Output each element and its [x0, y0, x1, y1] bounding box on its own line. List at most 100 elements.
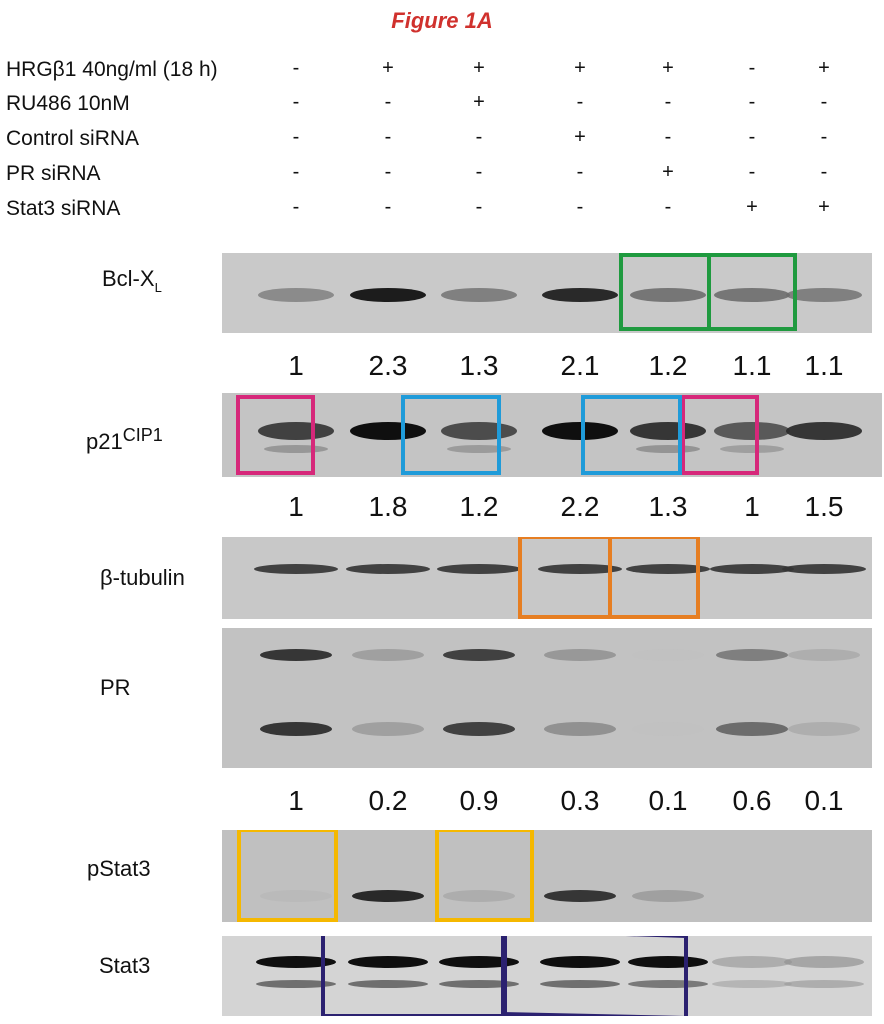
condition-mark: - — [576, 161, 584, 183]
band — [264, 445, 328, 453]
condition-mark: + — [662, 57, 674, 79]
condition-mark: - — [576, 91, 584, 113]
condition-mark: - — [748, 57, 756, 79]
stat3-blot — [222, 936, 872, 1016]
band — [443, 722, 515, 736]
quant-value: 1.3 — [648, 491, 688, 522]
condition-mark: - — [748, 126, 756, 148]
tubulin-label: β-tubulin — [100, 565, 185, 590]
band — [260, 890, 332, 902]
quant-value: 0.9 — [459, 785, 499, 816]
band — [441, 288, 517, 302]
condition-mark: - — [292, 57, 300, 79]
quant-value: 1 — [744, 491, 760, 522]
condition-mark: + — [662, 161, 674, 183]
condition-mark: + — [746, 196, 758, 218]
magenta-highlight-box — [681, 395, 759, 475]
quant-value: 1.2 — [648, 350, 688, 381]
p21-label: p21CIP1 — [86, 425, 163, 454]
band — [544, 649, 616, 661]
band — [720, 445, 784, 453]
green-highlight-box — [707, 253, 797, 331]
condition-mark: + — [818, 196, 830, 218]
stat3-label: Stat3 — [99, 953, 151, 978]
quant-value: 1.3 — [459, 350, 499, 381]
band — [628, 980, 708, 988]
condition-mark: + — [473, 91, 485, 113]
yellow-highlight-box — [237, 830, 338, 922]
condition-mark: - — [384, 91, 392, 113]
condition-mark: - — [475, 196, 483, 218]
cyan-highlight-box — [401, 395, 501, 475]
quant-value: 1 — [288, 350, 304, 381]
condition-label: RU486 10nM — [6, 92, 130, 115]
quant-value: 0.6 — [732, 785, 772, 816]
condition-mark: - — [820, 126, 828, 148]
band — [544, 722, 616, 736]
condition-mark: - — [576, 196, 584, 218]
condition-label: HRGβ1 40ng/ml (18 h) — [6, 58, 218, 81]
band — [441, 422, 517, 440]
blot-background — [222, 537, 872, 619]
condition-mark: - — [292, 196, 300, 218]
cyan-highlight-box — [581, 395, 682, 475]
quant-value: 0.3 — [560, 785, 600, 816]
band — [628, 956, 708, 968]
band — [782, 564, 866, 574]
band — [348, 980, 428, 988]
condition-mark: - — [664, 196, 672, 218]
band — [714, 422, 790, 440]
condition-mark: + — [473, 57, 485, 79]
condition-mark: - — [820, 161, 828, 183]
quant-value: 1 — [288, 785, 304, 816]
pstat3-label: pStat3 — [87, 856, 151, 881]
quant-value: 0.1 — [648, 785, 688, 816]
band — [788, 649, 860, 661]
band — [439, 956, 519, 968]
quant-value: 2.2 — [560, 491, 600, 522]
band — [630, 288, 706, 302]
band — [350, 288, 426, 302]
condition-mark: - — [292, 91, 300, 113]
quant-value: 1.1 — [732, 350, 772, 381]
figure-title: Figure 1A — [391, 8, 493, 33]
condition-mark: + — [574, 57, 586, 79]
band — [352, 890, 424, 902]
blot-background — [222, 830, 872, 922]
condition-mark: - — [384, 126, 392, 148]
pr-blot — [222, 628, 872, 768]
magenta-highlight-box — [236, 395, 315, 475]
band — [626, 564, 710, 574]
band — [632, 722, 704, 736]
band — [447, 445, 511, 453]
condition-mark: - — [664, 91, 672, 113]
band — [716, 722, 788, 736]
condition-mark: - — [820, 91, 828, 113]
band — [540, 956, 620, 968]
bclxl-label: Bcl-XL — [102, 266, 162, 295]
tubulin-blot — [222, 537, 872, 619]
band — [712, 980, 792, 988]
band — [632, 890, 704, 902]
band — [443, 649, 515, 661]
condition-mark: + — [382, 57, 394, 79]
band — [352, 722, 424, 736]
condition-mark: + — [574, 126, 586, 148]
band — [786, 288, 862, 302]
pstat3-blot — [222, 830, 872, 922]
quant-value: 1.1 — [804, 350, 844, 381]
band — [346, 564, 430, 574]
band — [636, 445, 700, 453]
quant-value: 1.8 — [368, 491, 408, 522]
condition-mark: + — [818, 57, 830, 79]
blot-background — [222, 628, 872, 768]
condition-mark: - — [292, 126, 300, 148]
quant-value: 2.1 — [560, 350, 600, 381]
quant-value: 1.5 — [804, 491, 844, 522]
condition-mark: - — [475, 161, 483, 183]
bclxl-blot — [222, 253, 872, 333]
band — [716, 649, 788, 661]
quant-value: 0.2 — [368, 785, 408, 816]
condition-mark: - — [384, 196, 392, 218]
band — [350, 422, 426, 440]
